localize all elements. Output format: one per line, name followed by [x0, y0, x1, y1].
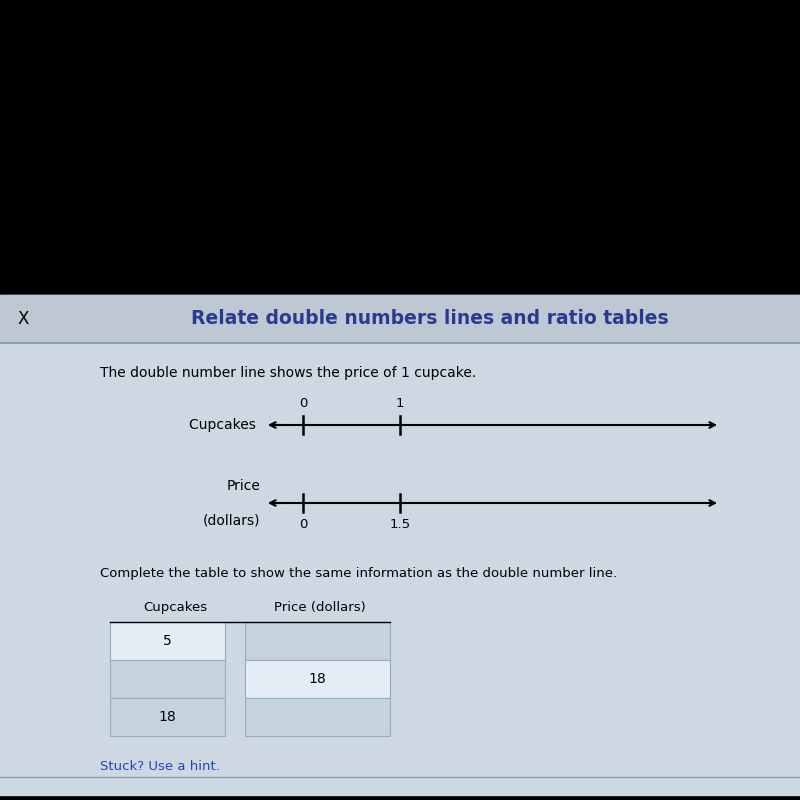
Text: 0: 0	[299, 518, 307, 531]
Text: Cupcakes: Cupcakes	[189, 418, 260, 432]
Text: Stuck? Use a hint.: Stuck? Use a hint.	[100, 761, 220, 774]
Bar	[0, 295, 800, 795]
Text: 5: 5	[163, 634, 172, 648]
Text: The double number line shows the price of 1 cupcake.: The double number line shows the price o…	[100, 366, 476, 380]
Text: 18: 18	[309, 672, 326, 686]
Bar	[245, 622, 390, 660]
Text: Complete the table to show the same information as the double number line.: Complete the table to show the same info…	[100, 566, 617, 579]
Text: Price: Price	[226, 479, 260, 493]
Text: 0: 0	[299, 397, 307, 410]
Text: 1.5: 1.5	[390, 518, 410, 531]
Bar	[245, 698, 390, 736]
Bar	[110, 698, 225, 736]
Text: (dollars): (dollars)	[202, 513, 260, 527]
Text: 1: 1	[396, 397, 404, 410]
Bar	[245, 660, 390, 698]
Text: 18: 18	[158, 710, 176, 724]
Bar	[110, 660, 225, 698]
Bar	[110, 622, 225, 660]
Text: X: X	[18, 310, 30, 328]
Text: Relate double numbers lines and ratio tables: Relate double numbers lines and ratio ta…	[191, 310, 669, 329]
Text: Cupcakes: Cupcakes	[143, 602, 207, 614]
Text: Price (dollars): Price (dollars)	[274, 602, 366, 614]
Bar	[0, 295, 800, 343]
